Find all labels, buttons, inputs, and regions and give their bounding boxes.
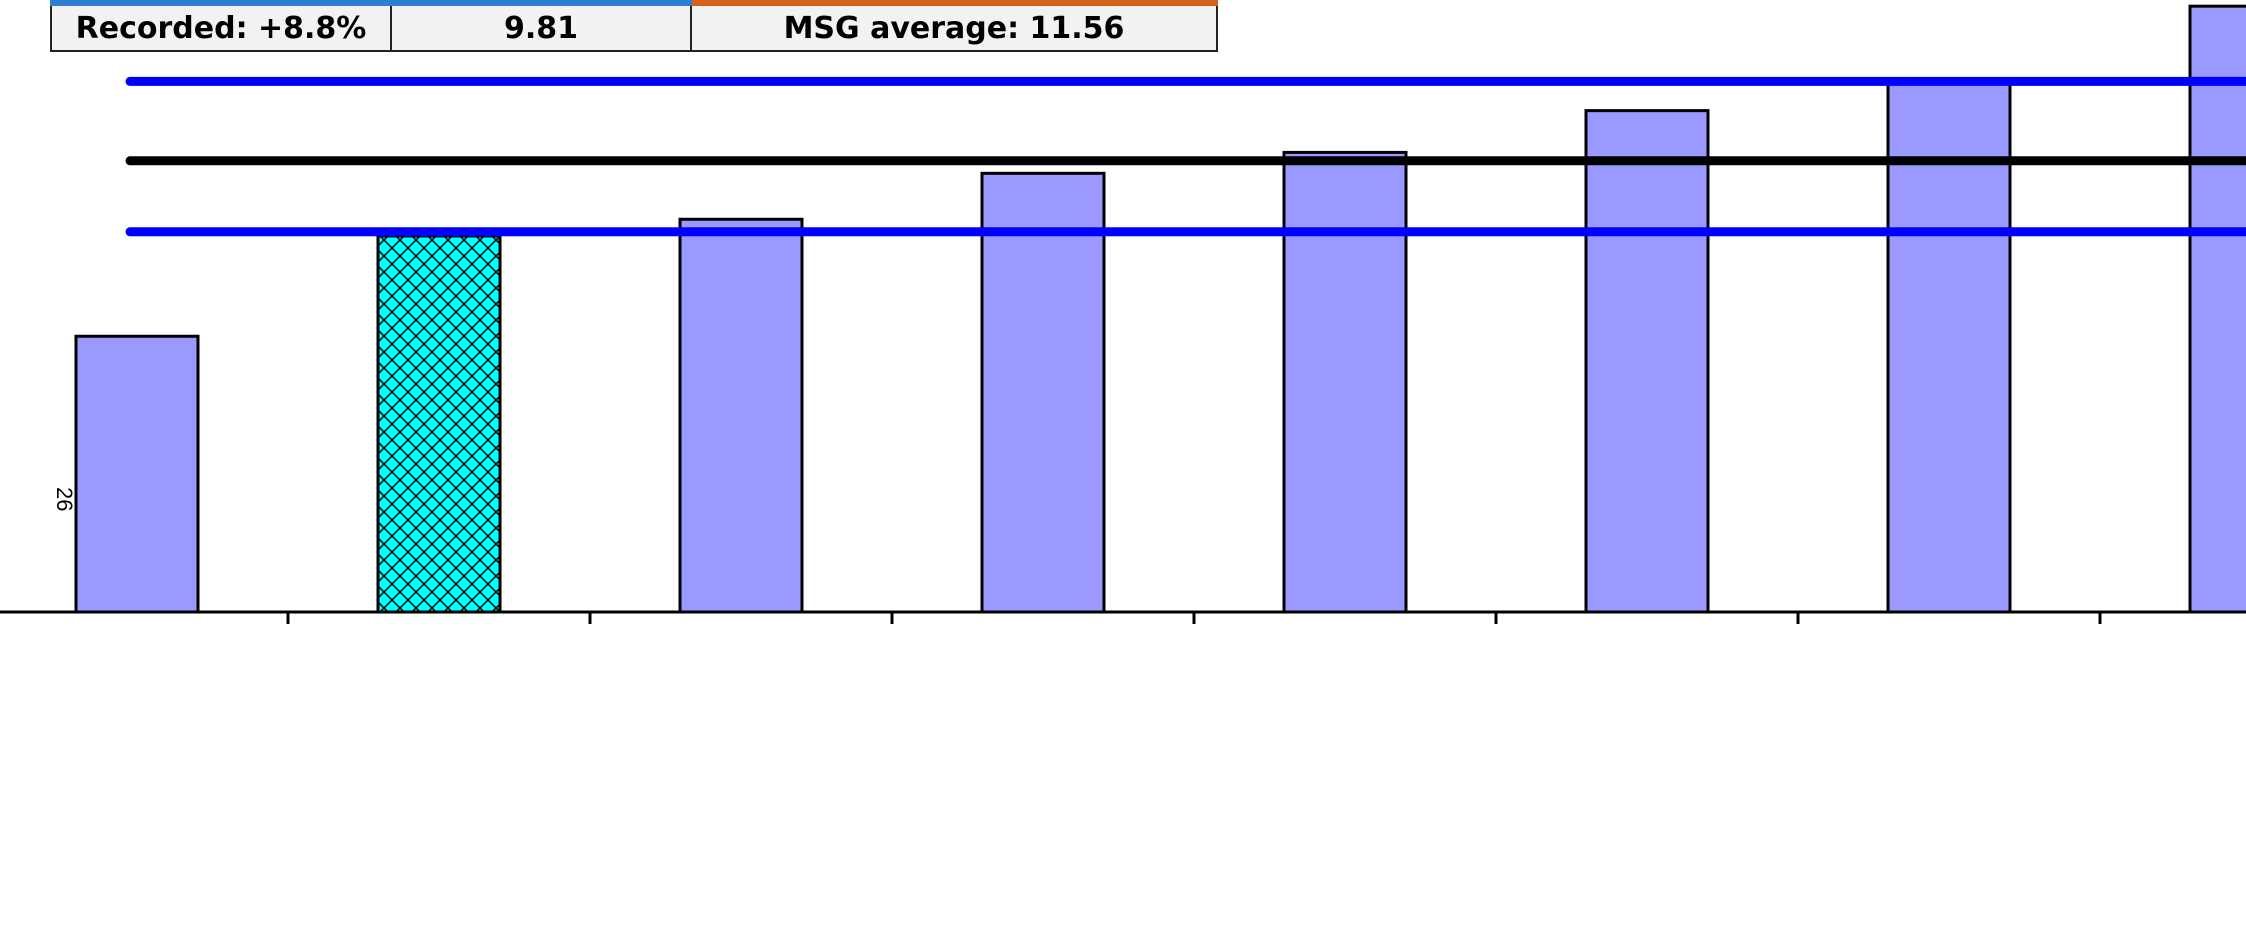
bar-sussex — [74, 334, 200, 614]
legend-recorded: Recorded: +8.8% — [50, 0, 392, 52]
bar-avon-and-somerset — [1282, 150, 1408, 614]
category-label-thames-valley: Thames Valley — [0, 0, 1, 9]
page-number: 26 — [52, 487, 77, 511]
legend-value: 9.81 — [390, 0, 692, 52]
legend-msg-average: MSG average: 11.56 — [690, 0, 1218, 52]
bar-hertfordshire — [980, 171, 1106, 614]
bar-hampshire — [678, 217, 804, 614]
bar-cambridgeshire — [1886, 79, 2012, 614]
bar-essex — [1584, 109, 1710, 614]
bar-leicestershire — [2188, 4, 2246, 614]
legend-table: Recorded: +8.8% 9.81 MSG average: 11.56 — [50, 0, 1218, 52]
bar-thames-valley — [376, 234, 502, 614]
